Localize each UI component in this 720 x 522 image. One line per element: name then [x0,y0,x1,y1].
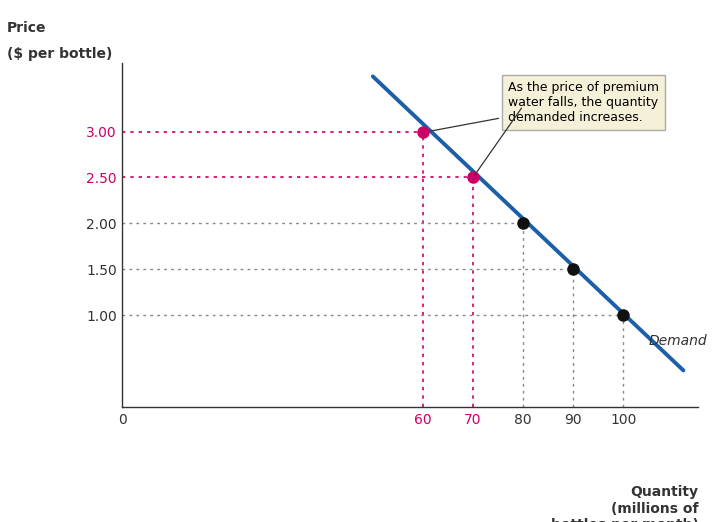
Text: ($ per bottle): ($ per bottle) [7,47,112,61]
Text: Quantity
(millions of
bottles per month): Quantity (millions of bottles per month) [551,485,698,522]
Text: Price: Price [7,21,47,35]
Text: Demand: Demand [648,334,707,348]
Text: As the price of premium
water falls, the quantity
demanded increases.: As the price of premium water falls, the… [431,81,659,131]
